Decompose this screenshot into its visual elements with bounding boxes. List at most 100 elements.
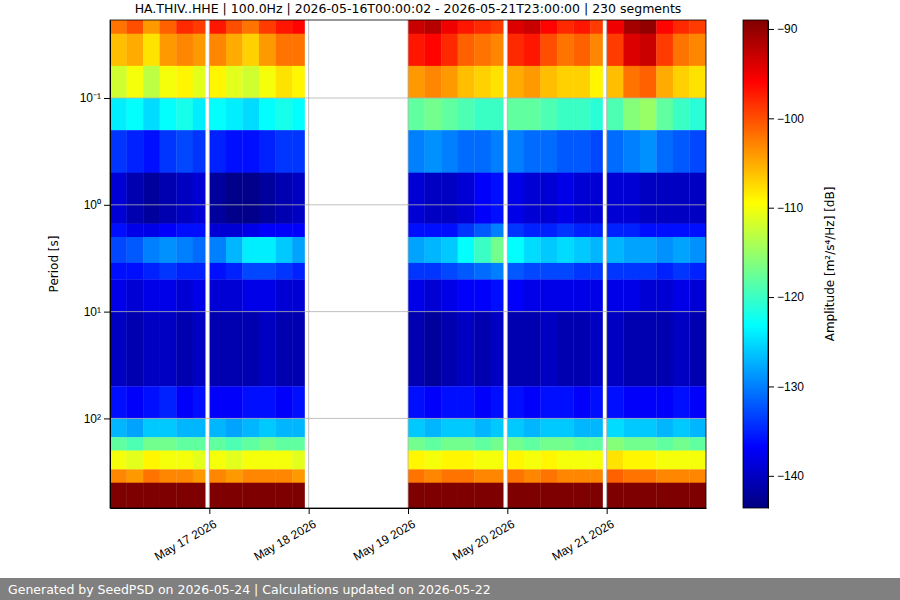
cell [607, 483, 624, 508]
tick-mark [768, 297, 774, 298]
cell [259, 20, 276, 34]
cell [574, 418, 591, 437]
cell [656, 418, 673, 437]
tick-label: 10² [84, 412, 101, 426]
cell [458, 418, 475, 437]
cell [458, 469, 475, 483]
cell [127, 224, 144, 238]
tick-label: May 17 2026 [152, 517, 219, 564]
cell [176, 437, 193, 451]
cell [458, 451, 475, 470]
cell [441, 469, 458, 483]
cell [540, 263, 557, 280]
cell [491, 386, 504, 418]
grid-line [308, 20, 309, 508]
tick-label: 10⁰ [84, 198, 101, 212]
cell [425, 130, 442, 173]
tick-label: May 21 2026 [549, 517, 616, 564]
cell [507, 34, 524, 66]
cell [590, 224, 603, 238]
cell [242, 173, 259, 224]
cell [226, 98, 243, 130]
cell [160, 263, 177, 280]
cell [474, 173, 491, 224]
cell [209, 437, 226, 451]
cell [623, 34, 640, 66]
cell [209, 98, 226, 130]
cell [176, 469, 193, 483]
cell [474, 20, 491, 34]
cell [408, 437, 425, 451]
cell [656, 437, 673, 451]
cell [574, 386, 591, 418]
cell [425, 469, 442, 483]
tick-label: May 18 2026 [251, 517, 318, 564]
tick: May 20 2026 [450, 508, 517, 564]
cell [127, 173, 144, 224]
cell [441, 312, 458, 387]
cell [524, 20, 541, 34]
cell [441, 386, 458, 418]
cell [607, 451, 624, 470]
cell [160, 237, 177, 263]
cell [193, 224, 206, 238]
cell [110, 66, 127, 98]
cell [524, 437, 541, 451]
cell [209, 20, 226, 34]
cell [259, 483, 276, 508]
cell [540, 224, 557, 238]
cell [176, 418, 193, 437]
cell [209, 237, 226, 263]
cell [226, 237, 243, 263]
cell [176, 34, 193, 66]
cell [574, 98, 591, 130]
cell [143, 279, 160, 311]
cell [193, 237, 206, 263]
tick-mark [309, 508, 310, 514]
cell [673, 437, 690, 451]
cell [507, 312, 524, 387]
cell [574, 469, 591, 483]
cell [441, 224, 458, 238]
cell [574, 312, 591, 387]
cell [607, 34, 624, 66]
cell [673, 483, 690, 508]
tick-label: −130 [777, 380, 804, 394]
cell [193, 130, 206, 173]
cell [292, 279, 305, 311]
cell [557, 451, 574, 470]
cell [425, 279, 442, 311]
cell [441, 66, 458, 98]
cell [607, 98, 624, 130]
cell [276, 483, 293, 508]
cell [242, 224, 259, 238]
cell [127, 469, 144, 483]
cell [507, 437, 524, 451]
cell [524, 279, 541, 311]
cell [673, 386, 690, 418]
cell [557, 66, 574, 98]
cell [623, 173, 640, 224]
cell [425, 312, 442, 387]
tick-mark [768, 208, 774, 209]
cell [689, 130, 706, 173]
cell [242, 418, 259, 437]
cell [623, 437, 640, 451]
cell [242, 237, 259, 263]
cell [474, 34, 491, 66]
cell [557, 263, 574, 280]
cell [242, 312, 259, 387]
tick-label: −120 [777, 290, 804, 304]
cell [176, 224, 193, 238]
cell [524, 173, 541, 224]
colorbar [743, 20, 768, 508]
cell [292, 34, 305, 66]
cell [408, 483, 425, 508]
cell [557, 469, 574, 483]
cell [557, 224, 574, 238]
cell [574, 130, 591, 173]
cell [176, 483, 193, 508]
cell [656, 451, 673, 470]
cell [193, 437, 206, 451]
cell [607, 312, 624, 387]
